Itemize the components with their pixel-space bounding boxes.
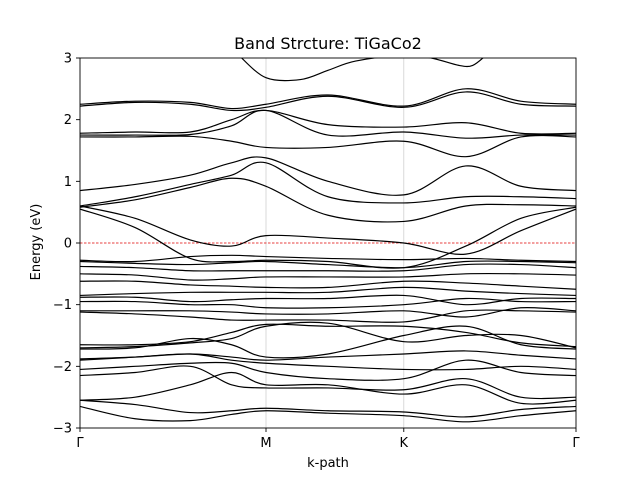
- y-tick-label: −3: [53, 422, 72, 437]
- y-axis-ticks: −3 −2 −1 0 1 2 3: [53, 52, 80, 437]
- band-line-1: [80, 405, 576, 423]
- band-line-15: [80, 286, 576, 297]
- y-tick-label: 3: [64, 52, 72, 67]
- band-line-19: [80, 260, 576, 269]
- band-line-20: [80, 254, 576, 263]
- band-line-3: [80, 371, 576, 405]
- band-line-9: [80, 321, 576, 349]
- x-tick-label: Γ: [76, 436, 84, 451]
- band-line-17: [80, 272, 576, 281]
- y-axis-label: Energy (eV): [29, 204, 44, 281]
- band-line-24: [80, 161, 576, 207]
- band-line-12: [80, 306, 576, 318]
- band-line-29: [80, 91, 576, 112]
- y-tick-label: 2: [64, 113, 72, 128]
- x-tick-label: K: [400, 436, 409, 451]
- band-line-23: [80, 177, 576, 223]
- band-line-27: [80, 109, 576, 139]
- band-line-31: [240, 58, 484, 82]
- chart-title: Band Strcture: TiGaCo2: [234, 34, 422, 53]
- band-line-10: [80, 323, 576, 348]
- band-line-7: [80, 350, 576, 361]
- band-lines: [80, 58, 576, 423]
- y-tick-label: −2: [53, 360, 72, 375]
- band-line-21: [80, 205, 576, 255]
- band-line-25: [80, 156, 576, 196]
- band-line-4: [80, 365, 576, 400]
- band-line-18: [80, 263, 576, 272]
- band-line-14: [80, 294, 576, 306]
- band-line-30: [80, 88, 576, 110]
- band-line-28: [80, 109, 576, 135]
- y-tick-label: −1: [53, 298, 72, 313]
- band-line-22: [80, 206, 576, 269]
- x-axis-label: k-path: [307, 456, 349, 471]
- band-line-2: [80, 399, 576, 418]
- band-line-26: [80, 134, 576, 158]
- high-symmetry-lines: [265, 58, 405, 428]
- band-line-13: [80, 297, 576, 309]
- band-line-16: [80, 280, 576, 290]
- y-tick-label: 0: [64, 237, 72, 252]
- y-tick-label: 1: [64, 175, 72, 190]
- band-line-5: [80, 359, 576, 381]
- x-tick-label: Γ: [572, 436, 580, 451]
- x-tick-label: M: [260, 436, 271, 451]
- band-line-11: [80, 309, 576, 323]
